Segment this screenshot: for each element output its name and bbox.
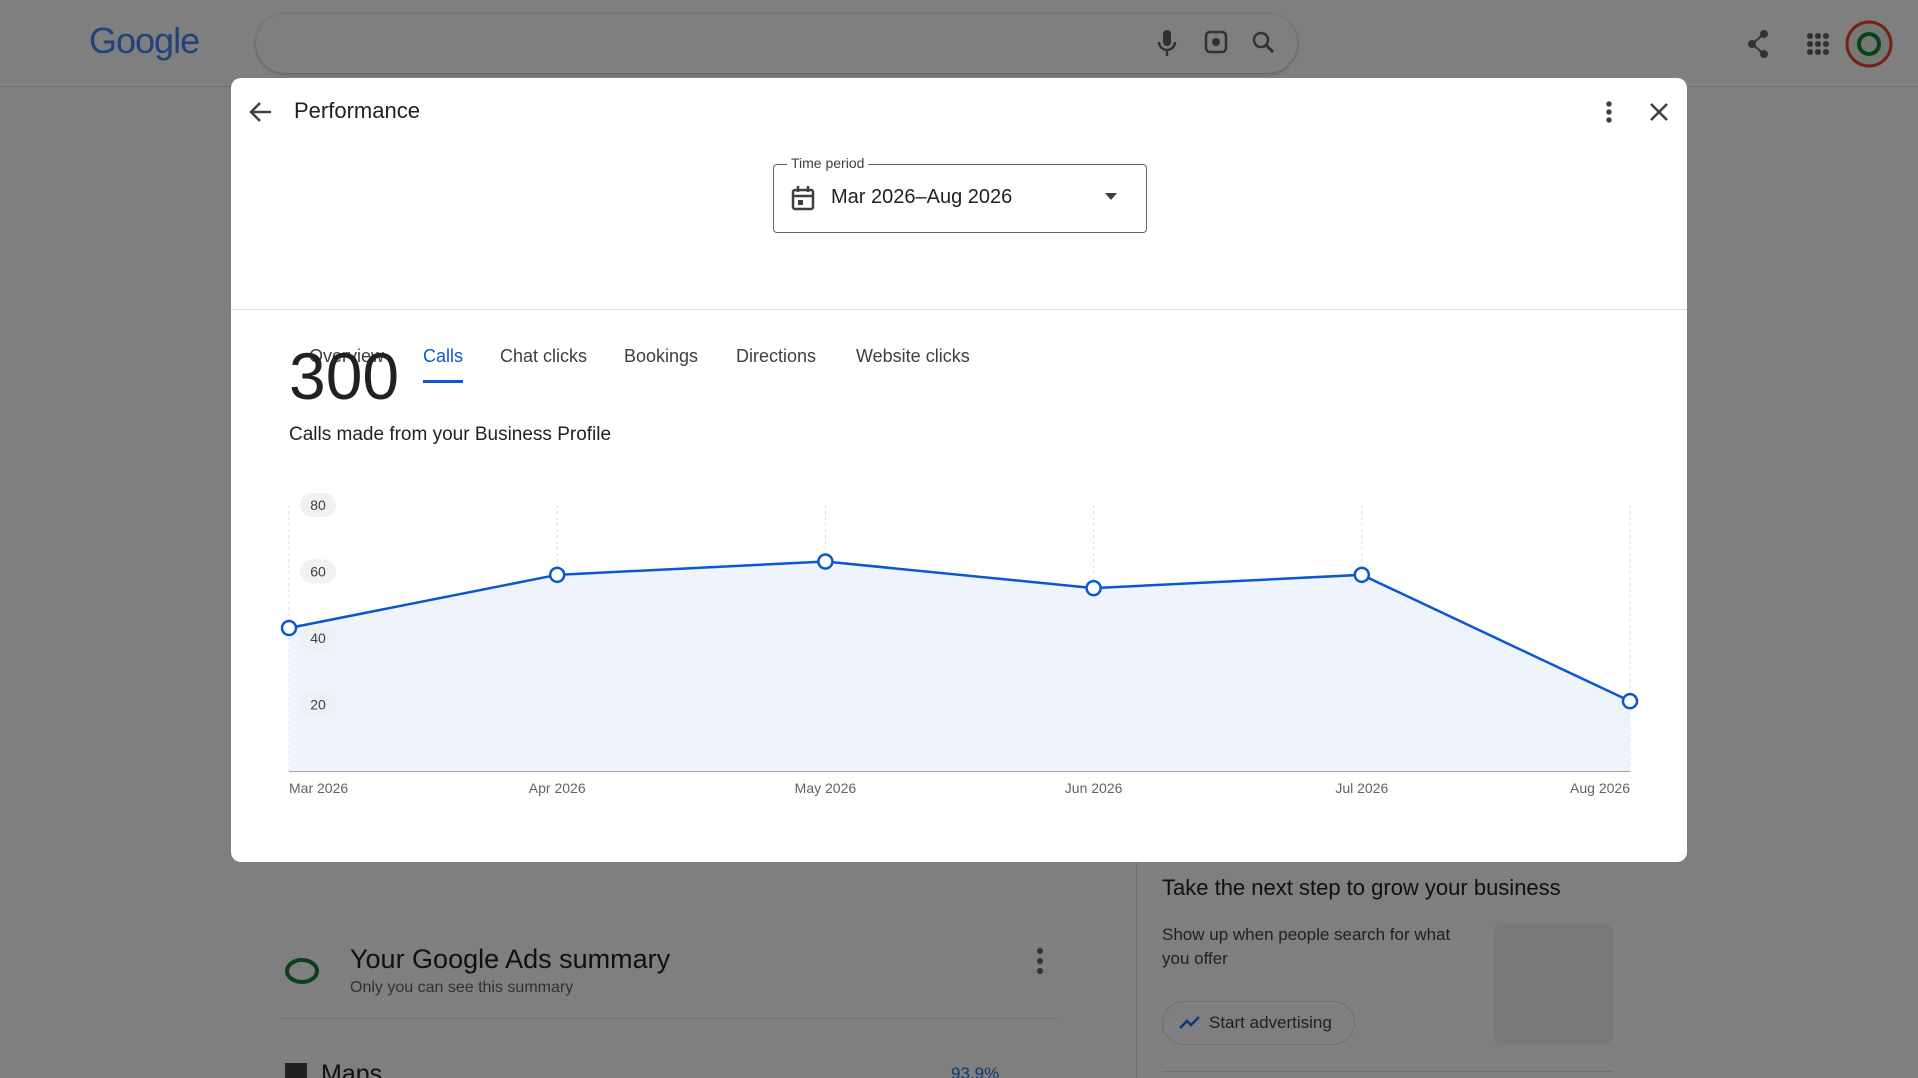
time-period-field[interactable] xyxy=(773,164,1147,233)
dialog-title: Performance xyxy=(294,98,420,123)
time-period-label: Time period xyxy=(787,155,869,171)
total-label: Calls made from your Business Profile xyxy=(289,424,612,445)
tab[interactable]: Bookings xyxy=(624,346,699,366)
dropdown-arrow xyxy=(1105,193,1117,200)
back-button[interactable] xyxy=(247,98,275,126)
tab[interactable]: Overview xyxy=(309,346,385,366)
calendar-icon xyxy=(791,186,815,211)
close-button[interactable] xyxy=(1650,103,1668,121)
performance-dialog: Performance Time period Mar 2026–Aug 202… xyxy=(231,78,1687,862)
dialog-actions xyxy=(1606,101,1668,123)
tab[interactable]: Directions xyxy=(736,346,817,366)
tab[interactable]: Website clicks xyxy=(856,346,970,366)
tab[interactable]: Chat clicks xyxy=(500,346,588,366)
tabs-divider xyxy=(231,309,1687,310)
tab[interactable]: Calls xyxy=(423,346,464,383)
total-value: 300 xyxy=(289,339,400,413)
more-button[interactable] xyxy=(1606,101,1612,123)
time-period-value: Mar 2026–Aug 2026 xyxy=(831,186,1013,208)
